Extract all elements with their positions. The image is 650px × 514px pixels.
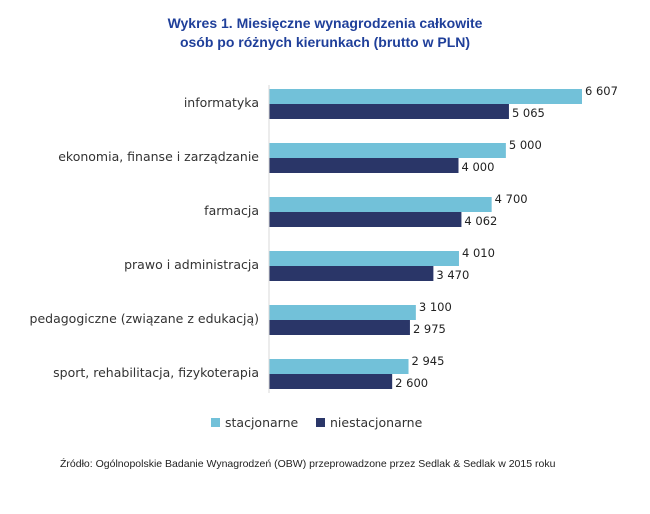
bar-niestacjonarne-2 (269, 212, 462, 227)
data-label: 2 945 (412, 354, 445, 368)
bar-stacjonarne-5 (269, 359, 409, 374)
data-label: 5 065 (512, 106, 545, 120)
bar-niestacjonarne-4 (269, 320, 410, 335)
bar-chart: informatyka 6 607 5 065 ekonomia, finanse i… (30, 84, 618, 430)
data-label: 2 975 (413, 322, 446, 336)
data-label: 4 062 (464, 214, 497, 228)
data-label: 2 600 (395, 376, 428, 390)
legend-swatch-stacjonarne (211, 418, 220, 427)
chart-title: Wykres 1. Miesięczne wynagrodzenia całko… (0, 14, 650, 52)
category-label: ekonomia, finanse i zarządzanie (58, 149, 259, 164)
bar-stacjonarne-0 (269, 89, 582, 104)
chart-title-line-1: Wykres 1. Miesięczne wynagrodzenia całko… (167, 15, 483, 31)
category-label: informatyka (184, 95, 259, 110)
category-label: farmacja (204, 203, 259, 218)
bar-stacjonarne-2 (269, 197, 492, 212)
category-label: sport, rehabilitacja, fizykoterapia (53, 365, 259, 380)
legend-label-stacjonarne: stacjonarne (225, 415, 298, 430)
data-label: 4 000 (461, 160, 494, 174)
legend-label-niestacjonarne: niestacjonarne (330, 415, 423, 430)
data-label: 5 000 (509, 138, 542, 152)
bar-niestacjonarne-1 (269, 158, 459, 173)
source-note: Źródło: Ogólnopolskie Badanie Wynagrodze… (60, 458, 556, 470)
category-label: pedagogiczne (związane z edukacją) (30, 311, 259, 326)
data-label: 4 010 (462, 246, 495, 260)
legend-swatch-niestacjonarne (316, 418, 325, 427)
bar-niestacjonarne-5 (269, 374, 393, 389)
data-label: 6 607 (585, 84, 618, 98)
bar-niestacjonarne-3 (269, 266, 434, 281)
bar-stacjonarne-4 (269, 305, 416, 320)
bar-niestacjonarne-0 (269, 104, 509, 119)
bar-stacjonarne-1 (269, 143, 506, 158)
category-label: prawo i administracja (124, 257, 259, 272)
data-label: 3 470 (436, 268, 469, 282)
bar-stacjonarne-3 (269, 251, 459, 266)
data-label: 4 700 (495, 192, 528, 206)
data-label: 3 100 (419, 300, 452, 314)
chart-title-line-2: osób po różnych kierunkach (brutto w PLN… (179, 34, 471, 50)
